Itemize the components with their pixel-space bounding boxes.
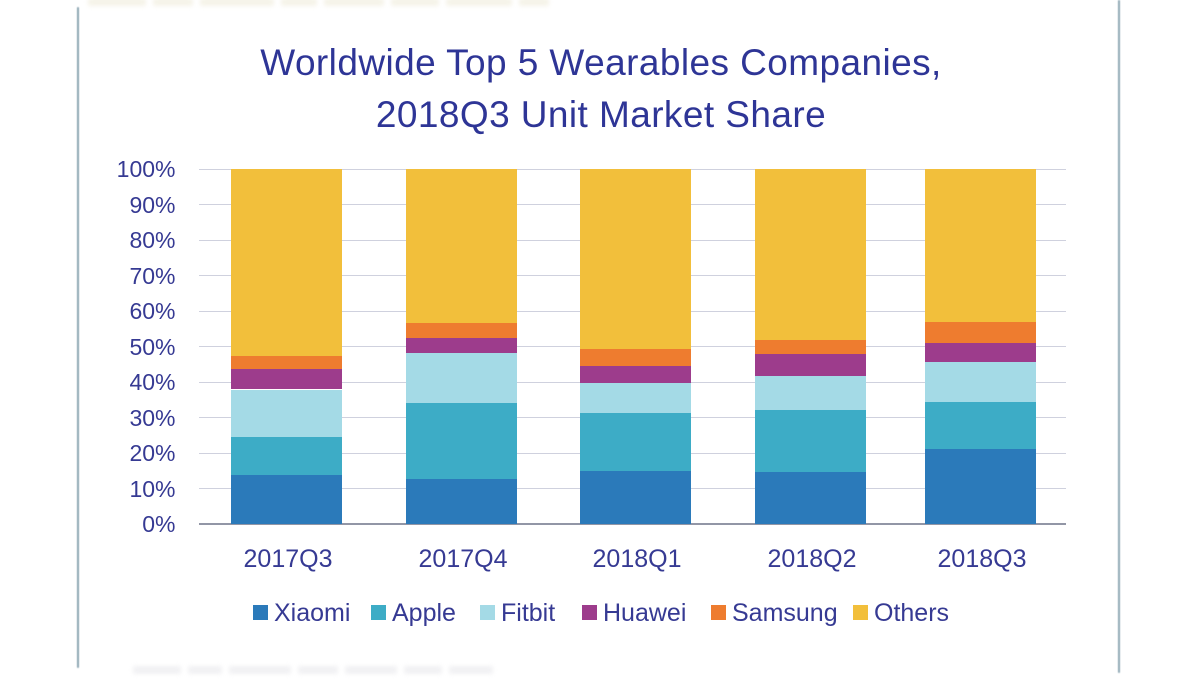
legend-swatch-huawei (582, 605, 597, 620)
bar-segment-huawei-2018Q1 (579, 365, 691, 384)
bar-segment-huawei-2017Q3 (230, 369, 342, 390)
x-tick-label-2018Q1: 2018Q1 (592, 545, 682, 573)
bar-segment-samsung-2017Q4 (405, 323, 517, 339)
cropped-text-fragment (449, 666, 493, 674)
legend-swatch-samsung (711, 605, 726, 620)
legend-swatch-others (853, 605, 868, 620)
legend-swatch-xiaomi (253, 605, 268, 620)
bar-segment-xiaomi-2017Q3 (230, 475, 342, 525)
legend-label-xiaomi: Xiaomi (274, 599, 351, 627)
y-tick-label-70pct: 70% (129, 262, 176, 289)
bar-segment-huawei-2018Q3 (924, 342, 1036, 362)
bar-segment-huawei-2018Q2 (754, 354, 866, 376)
cropped-text-fragment (153, 0, 193, 6)
y-tick-label-90pct: 90% (129, 191, 176, 218)
bar-segment-apple-2017Q4 (405, 402, 517, 479)
y-tick-label-10pct: 10% (129, 475, 176, 502)
cropped-text-bottom (133, 666, 533, 675)
bar-segment-others-2018Q1 (579, 169, 691, 350)
cropped-text-fragment (281, 0, 317, 6)
cropped-text-fragment (345, 666, 397, 674)
bar-segment-apple-2017Q3 (230, 437, 342, 476)
y-tick-label-30pct: 30% (129, 404, 176, 431)
bar-segment-samsung-2018Q2 (754, 339, 866, 354)
bar-segment-apple-2018Q2 (754, 410, 866, 472)
y-tick-label-50pct: 50% (129, 333, 176, 360)
cropped-text-fragment (133, 666, 181, 674)
bar-segment-huawei-2017Q4 (405, 338, 517, 353)
cropped-text-fragment (519, 0, 549, 6)
article-right-border-line (1117, 0, 1121, 673)
bar-segment-fitbit-2018Q1 (579, 383, 691, 414)
legend-swatch-apple (371, 605, 386, 620)
bar-segment-xiaomi-2018Q3 (924, 449, 1036, 525)
bar-segment-apple-2018Q1 (579, 413, 691, 472)
bar-segment-others-2017Q3 (230, 169, 342, 357)
legend-label-samsung: Samsung (732, 599, 838, 627)
y-tick-label-100pct: 100% (116, 156, 176, 183)
cropped-text-fragment (324, 0, 384, 6)
chart-title: Worldwide Top 5 Wearables Companies, 2018… (0, 37, 1200, 141)
y-tick-label-40pct: 40% (129, 369, 176, 396)
bar-segment-fitbit-2018Q3 (924, 361, 1036, 402)
bar-segment-others-2018Q2 (754, 169, 866, 340)
bar-segment-others-2017Q4 (405, 169, 517, 324)
bar-segment-others-2018Q3 (924, 169, 1036, 322)
bar-segment-samsung-2017Q3 (230, 356, 342, 370)
bar-segment-fitbit-2017Q3 (230, 389, 342, 438)
y-tick-label-0pct: 0% (142, 511, 176, 538)
x-tick-label-2018Q3: 2018Q3 (937, 545, 1027, 573)
bar-segment-fitbit-2017Q4 (405, 352, 517, 403)
cropped-text-fragment (88, 0, 146, 6)
cropped-text-fragment (404, 666, 442, 674)
bar-segment-fitbit-2018Q2 (754, 375, 866, 411)
cropped-text-fragment (446, 0, 512, 6)
cropped-text-fragment (188, 666, 222, 674)
bar-segment-samsung-2018Q3 (924, 321, 1036, 343)
x-tick-label-2018Q2: 2018Q2 (767, 545, 857, 573)
cropped-text-fragment (229, 666, 291, 674)
cropped-text-fragment (298, 666, 338, 674)
chart-title-line2: 2018Q3 Unit Market Share (375, 94, 827, 136)
bar-segment-samsung-2018Q1 (579, 349, 691, 366)
legend-label-fitbit: Fitbit (501, 599, 556, 627)
legend-label-apple: Apple (392, 599, 456, 627)
bar-segment-xiaomi-2018Q2 (754, 471, 866, 525)
x-tick-label-2017Q3: 2017Q3 (243, 545, 333, 573)
bar-segment-xiaomi-2017Q4 (405, 478, 517, 525)
legend-swatch-fitbit (480, 605, 495, 620)
bar-segment-apple-2018Q3 (924, 401, 1036, 450)
cropped-text-fragment (391, 0, 439, 6)
cropped-text-fragment (200, 0, 274, 6)
chart-title-line1: Worldwide Top 5 Wearables Companies, (260, 42, 942, 84)
legend-label-others: Others (874, 599, 950, 627)
y-tick-label-60pct: 60% (129, 298, 176, 325)
y-tick-label-20pct: 20% (129, 440, 176, 467)
bar-segment-xiaomi-2018Q1 (579, 471, 691, 525)
y-tick-label-80pct: 80% (129, 227, 176, 254)
article-left-border-line (76, 7, 79, 668)
cropped-text-top (88, 0, 588, 7)
legend-label-huawei: Huawei (603, 599, 687, 627)
x-tick-label-2017Q4: 2017Q4 (418, 545, 508, 573)
